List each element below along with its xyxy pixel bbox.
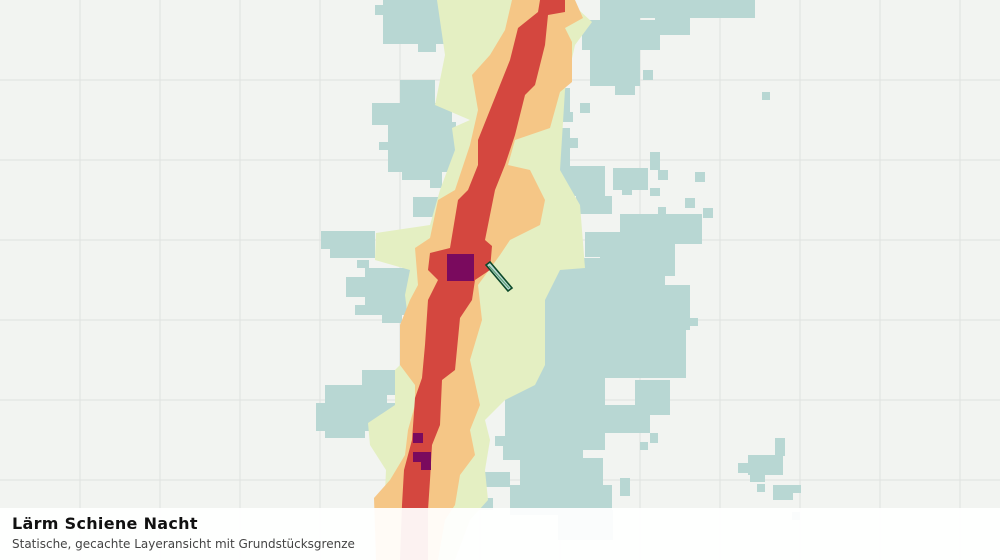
map-subtitle: Statische, gecachte Layeransicht mit Gru… [12, 537, 355, 551]
parcel-boundary [484, 260, 514, 293]
legend-footer: Lärm Schiene Nacht Statische, gecachte L… [0, 508, 1000, 560]
noise-zone-high [400, 0, 565, 560]
map-title: Lärm Schiene Nacht [12, 514, 198, 533]
noise-zone-max [413, 254, 474, 470]
